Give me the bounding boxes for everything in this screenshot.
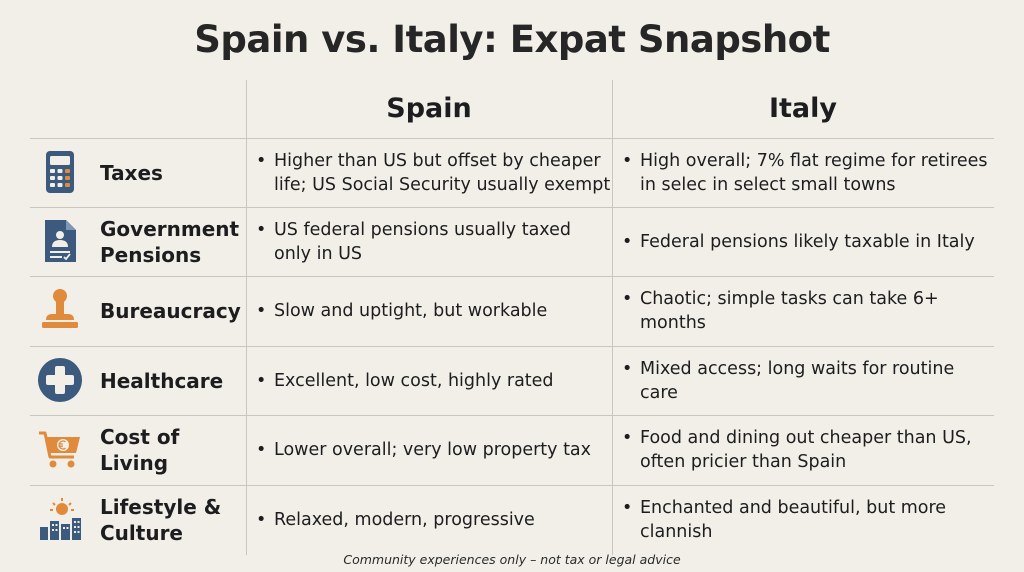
- disclaimer-footer: Community experiences only – not tax or …: [343, 552, 681, 567]
- bullet: •: [256, 509, 267, 530]
- row-label: Healthcare: [100, 368, 224, 393]
- bullet: •: [256, 150, 267, 171]
- table-row-taxes: Taxes • Higher than US but offset by chea…: [30, 138, 994, 207]
- bullet: •: [256, 219, 267, 240]
- row-label: Government Pensions: [100, 216, 240, 267]
- column-divider: [612, 80, 613, 555]
- row-divider: [30, 276, 994, 277]
- spain-cell: • US federal pensions usually taxed only …: [256, 207, 612, 276]
- calculator-icon: [46, 151, 74, 193]
- spain-cell: • Lower overall; very low property tax: [256, 415, 612, 484]
- bullet: •: [622, 497, 633, 518]
- italy-cell: • High overall; 7% flat regime for retire…: [622, 138, 988, 207]
- table-row-lifestyle-culture: Lifestyle & Culture • Relaxed, modern, pr…: [30, 485, 994, 554]
- bullet: •: [622, 358, 633, 379]
- italy-cell: • Chaotic; simple tasks can take 6+ month…: [622, 276, 988, 345]
- spain-cell: • Excellent, low cost, highly rated: [256, 346, 612, 415]
- page-title: Spain vs. Italy: Expat Snapshot: [194, 18, 830, 61]
- italy-cell: • Mixed access; long waits for routine ca…: [622, 346, 988, 415]
- row-label: Taxes: [100, 160, 163, 185]
- italy-cell: • Federal pensions likely taxable in Ital…: [622, 207, 988, 276]
- cell-text: Higher than US but offset by cheaper lif…: [274, 150, 611, 195]
- pension-document-icon: [45, 220, 76, 262]
- cell-text: Food and dining out cheaper than US, oft…: [640, 427, 972, 472]
- table-row-healthcare: Healthcare • Excellent, low cost, highly …: [30, 346, 994, 415]
- italy-cell: • Enchanted and beautiful, but more clann…: [622, 485, 988, 554]
- column-header-spain: Spain: [386, 93, 472, 124]
- row-label: Bureaucracy: [100, 298, 241, 323]
- comparison-table: Spain Italy Taxes • Higher than US but of…: [30, 80, 994, 555]
- row-label: Cost of Living: [100, 424, 180, 475]
- bullet: •: [256, 300, 267, 321]
- bullet: •: [622, 427, 633, 448]
- spain-cell: • Higher than US but offset by cheaper li…: [256, 138, 612, 207]
- bullet: •: [622, 231, 633, 252]
- bullet: •: [622, 150, 633, 171]
- bullet: •: [256, 370, 267, 391]
- spain-cell: • Slow and uptight, but workable: [256, 276, 612, 345]
- cell-text: Slow and uptight, but workable: [274, 300, 548, 321]
- italy-cell: • Food and dining out cheaper than US, of…: [622, 415, 988, 484]
- cell-text: High overall; 7% flat regime for retiree…: [640, 150, 988, 195]
- bullet: •: [256, 439, 267, 460]
- row-divider: [30, 485, 994, 486]
- cell-text: Chaotic; simple tasks can take 6+ months: [640, 288, 939, 333]
- shopping-cart-euro-icon: [39, 431, 80, 468]
- medical-cross-icon: [38, 358, 82, 402]
- column-divider: [246, 80, 247, 555]
- sun-city-icon: [40, 498, 81, 540]
- bullet: •: [622, 288, 633, 309]
- row-divider: [30, 207, 994, 208]
- rubber-stamp-icon: [42, 289, 78, 328]
- row-divider: [30, 138, 994, 139]
- spain-cell: • Relaxed, modern, progressive: [256, 485, 612, 554]
- cell-text: US federal pensions usually taxed only i…: [274, 219, 571, 264]
- cell-text: Lower overall; very low property tax: [274, 439, 592, 460]
- row-label: Lifestyle & Culture: [100, 494, 222, 545]
- table-row-government-pensions: Government Pensions • US federal pensions…: [30, 207, 994, 276]
- cell-text: Mixed access; long waits for routine car…: [640, 358, 955, 403]
- table-row-bureaucracy: Bureaucracy • Slow and uptight, but worka…: [30, 276, 994, 345]
- cell-text: Federal pensions likely taxable in Italy: [640, 231, 975, 252]
- cell-text: Relaxed, modern, progressive: [274, 509, 535, 530]
- cell-text: Excellent, low cost, highly rated: [274, 370, 554, 391]
- row-divider: [30, 415, 994, 416]
- row-divider: [30, 346, 994, 347]
- table-row-cost-of-living: Cost of Living • Lower overall; very low …: [30, 415, 994, 484]
- column-header-italy: Italy: [768, 93, 838, 124]
- cell-text: Enchanted and beautiful, but more clanni…: [640, 497, 947, 542]
